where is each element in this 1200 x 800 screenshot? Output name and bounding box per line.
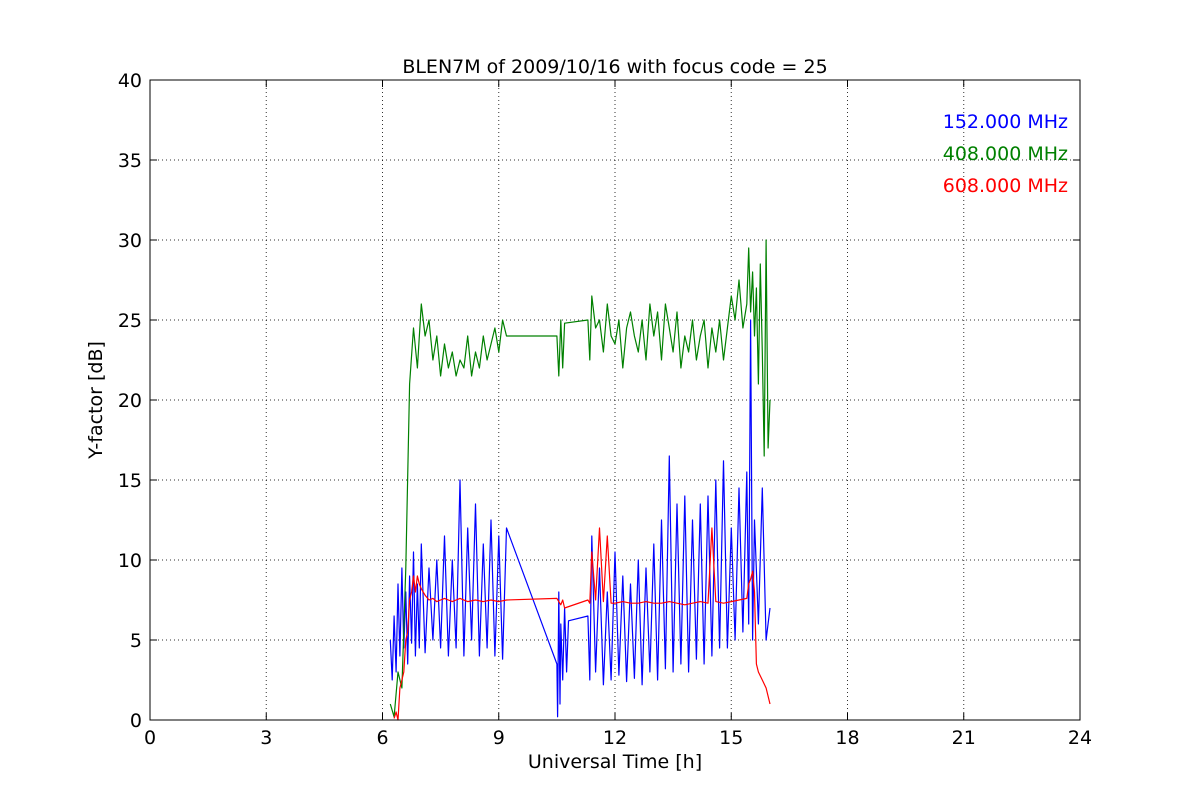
y-tick-label-20: 20 [118, 390, 142, 412]
legend: 152.000 MHz 408.000 MHz 608.000 MHz [943, 111, 1068, 197]
legend-entry-1: 152.000 MHz [943, 111, 1068, 133]
tick-labels: 0 3 6 9 12 15 18 21 24 0 5 10 15 20 25 30 35 40 [118, 70, 1092, 749]
x-tick-label-9: 9 [493, 727, 505, 749]
x-tick-label-21: 21 [952, 727, 976, 749]
legend-entry-2: 408.000 MHz [943, 143, 1068, 165]
axis-ticks [149, 79, 1081, 721]
y-tick-label-0: 0 [130, 710, 142, 732]
x-tick-label-15: 15 [719, 727, 743, 749]
x-tick-label-18: 18 [835, 727, 859, 749]
y-tick-label-15: 15 [118, 470, 142, 492]
series-line-2 [389, 239, 771, 718]
series-line-3 [393, 527, 771, 721]
legend-entry-3: 608.000 MHz [943, 175, 1068, 197]
y-axis-label: Y-factor [dB] [85, 341, 107, 460]
x-tick-label-0: 0 [144, 727, 156, 749]
y-tick-label-10: 10 [118, 550, 142, 572]
y-tick-label-5: 5 [130, 630, 142, 652]
series-line-1 [389, 319, 771, 718]
x-axis-label: Universal Time [h] [528, 751, 702, 773]
x-tick-label-3: 3 [260, 727, 272, 749]
y-tick-label-35: 35 [118, 150, 142, 172]
y-tick-label-25: 25 [118, 310, 142, 332]
y-tick-label-40: 40 [118, 70, 142, 92]
x-tick-label-12: 12 [603, 727, 627, 749]
x-tick-label-6: 6 [376, 727, 388, 749]
x-tick-label-24: 24 [1068, 727, 1092, 749]
grid [150, 80, 1080, 720]
series-group [389, 239, 771, 721]
y-tick-label-30: 30 [118, 230, 142, 252]
chart-title: BLEN7M of 2009/10/16 with focus code = 2… [402, 56, 827, 78]
